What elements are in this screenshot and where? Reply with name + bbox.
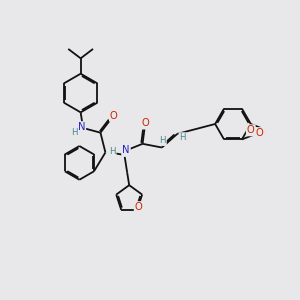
Text: O: O	[247, 125, 255, 135]
Text: H: H	[109, 147, 116, 156]
Text: N: N	[122, 145, 130, 155]
Text: O: O	[256, 128, 264, 138]
Text: O: O	[110, 111, 118, 121]
Text: H: H	[159, 136, 166, 145]
Text: O: O	[135, 202, 142, 212]
Text: H: H	[71, 128, 78, 137]
Text: H: H	[179, 133, 186, 142]
Text: O: O	[142, 118, 149, 128]
Text: N: N	[78, 122, 85, 132]
